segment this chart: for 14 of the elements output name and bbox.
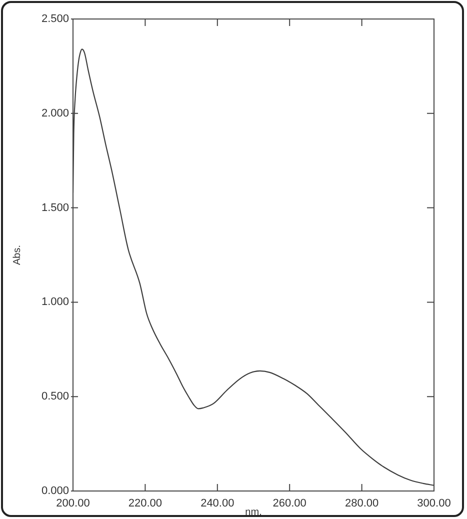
y-tick-label: 2.000 [41, 107, 69, 120]
x-tick-label: 220.00 [128, 498, 162, 510]
y-tick-label: 1.000 [41, 296, 69, 308]
x-tick-label: 240.00 [200, 498, 234, 510]
y-tick-label: 0.500 [41, 390, 69, 403]
x-tick-label: 300.00 [417, 498, 451, 510]
y-tick-label: 0.000 [41, 485, 69, 498]
x-tick-label: 280.00 [344, 498, 379, 510]
x-tick-label: 260.00 [272, 498, 306, 510]
y-tick-label: 1.500 [41, 202, 69, 214]
x-axis-title: nm. [245, 506, 262, 518]
y-tick-label: 2.500 [41, 13, 69, 26]
x-tick-label: 200.00 [56, 498, 90, 510]
y-axis-title: Abs. [12, 244, 23, 266]
